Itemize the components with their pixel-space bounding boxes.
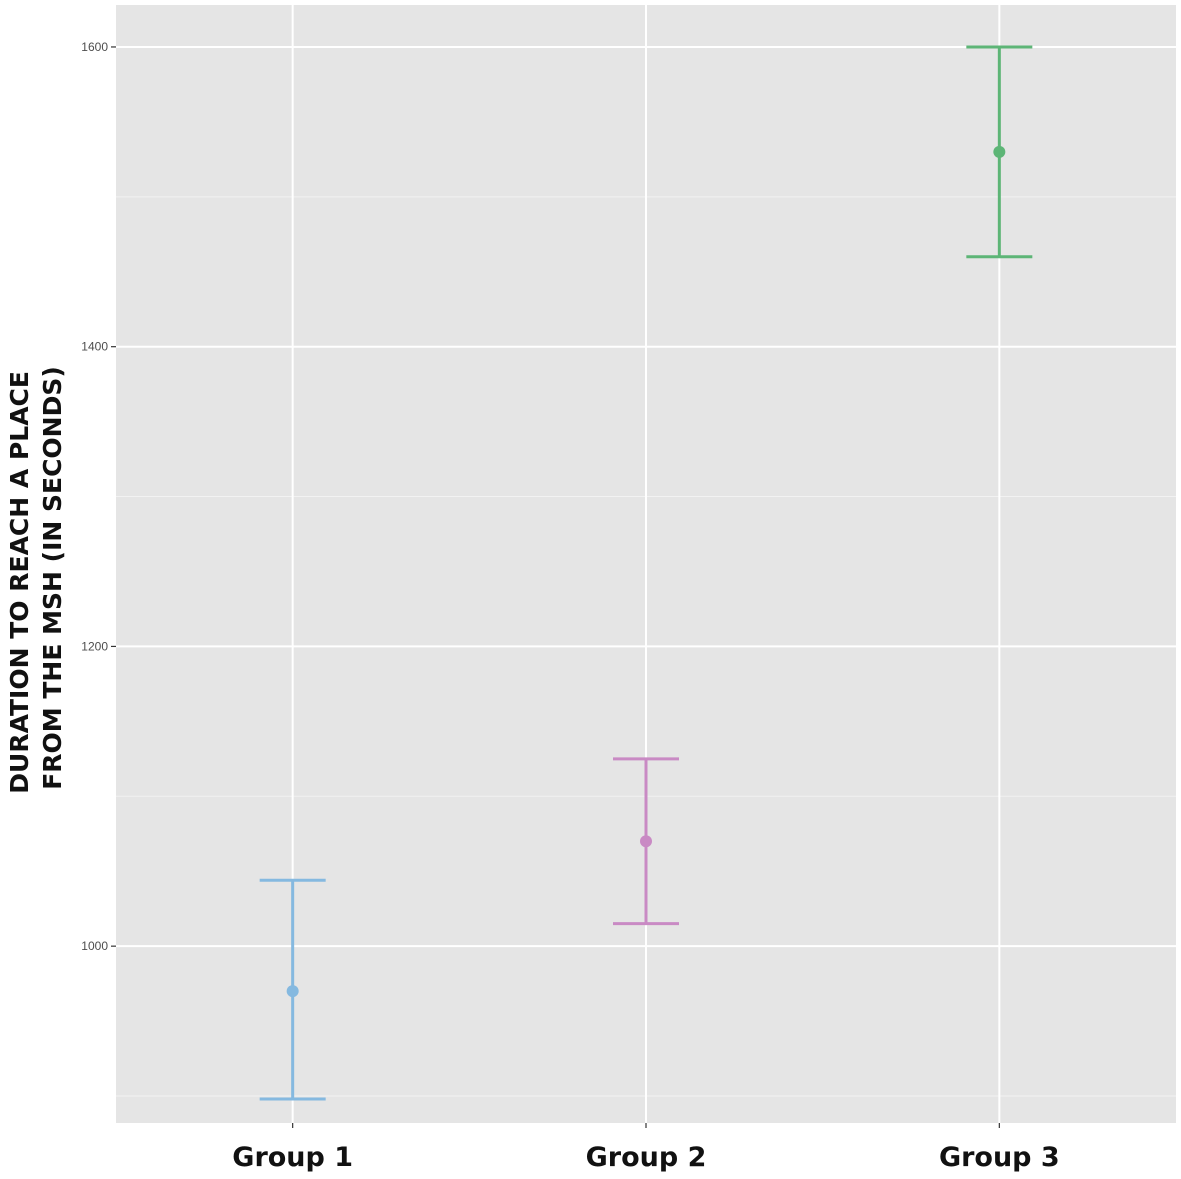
- mean-point: [286, 985, 299, 998]
- y-axis-title: DURATION TO REACH A PLACE FROM THE MSH (…: [5, 362, 67, 793]
- x-tick-label: Group 2: [586, 1142, 707, 1173]
- y-tick-label: 1400: [81, 340, 108, 354]
- y-axis: 1000 1200 1400 1600: [81, 40, 116, 953]
- x-tick-label: Group 1: [232, 1142, 353, 1173]
- mean-point: [640, 835, 652, 848]
- y-tick-label: 1000: [81, 939, 108, 953]
- y-tick-label: 1600: [81, 40, 108, 54]
- x-axis: Group 1 Group 2 Group 3: [232, 1123, 1060, 1173]
- mean-point: [993, 145, 1006, 158]
- error-bars: [259, 45, 1033, 1101]
- y-axis-title-line-1: DURATION TO REACH A PLACE: [5, 371, 34, 794]
- x-tick-label: Group 3: [939, 1142, 1060, 1173]
- y-tick-label: 1200: [81, 639, 108, 653]
- error-bar-group: [966, 45, 1033, 259]
- y-axis-title-line-2: FROM THE MSH (IN SECONDS): [38, 366, 67, 790]
- error-bar-group: [613, 757, 679, 926]
- error-bar-group: [259, 878, 326, 1101]
